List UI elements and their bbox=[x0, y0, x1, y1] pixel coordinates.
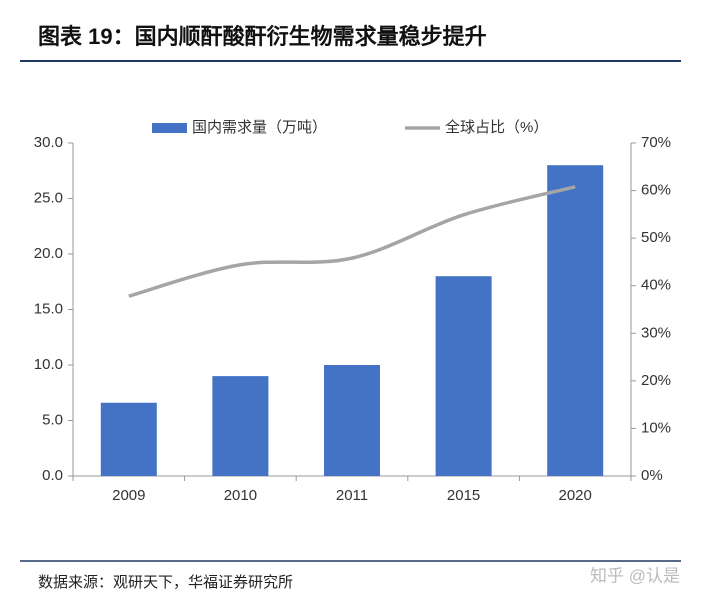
legend-swatch bbox=[152, 123, 187, 133]
bar bbox=[435, 276, 492, 476]
x-tick-label: 2015 bbox=[447, 487, 480, 504]
y2-tick-label: 40% bbox=[641, 277, 671, 294]
bar bbox=[547, 165, 604, 476]
y2-tick-label: 0% bbox=[641, 467, 663, 484]
y2-tick-label: 10% bbox=[641, 419, 671, 436]
y-tick-label: 15.0 bbox=[34, 300, 63, 317]
bar bbox=[212, 376, 269, 476]
y2-tick-label: 70% bbox=[641, 134, 671, 151]
x-tick-label: 2009 bbox=[112, 487, 145, 504]
watermark: 知乎 @认是 bbox=[590, 566, 680, 585]
source: 数据来源：观研天下，华福证券研究所 bbox=[38, 574, 293, 591]
y-tick-label: 10.0 bbox=[34, 356, 63, 373]
y-tick-label: 5.0 bbox=[42, 411, 63, 428]
chart-title: 图表 19：国内顺酐酸酐衍生物需求量稳步提升 bbox=[38, 24, 487, 49]
y2-tick-label: 20% bbox=[641, 372, 671, 389]
y2-tick-label: 30% bbox=[641, 324, 671, 341]
x-tick-label: 2020 bbox=[559, 487, 592, 504]
bar bbox=[324, 365, 380, 476]
y2-tick-label: 50% bbox=[641, 229, 671, 246]
y-tick-label: 30.0 bbox=[34, 134, 63, 151]
y-tick-label: 0.0 bbox=[42, 467, 63, 484]
y2-tick-label: 60% bbox=[641, 182, 671, 199]
line bbox=[128, 185, 576, 298]
x-tick-label: 2010 bbox=[224, 487, 257, 504]
y-tick-label: 25.0 bbox=[34, 189, 63, 206]
bar bbox=[100, 402, 157, 476]
x-tick-label: 2011 bbox=[336, 487, 368, 504]
legend-label: 全球占比（%） bbox=[445, 118, 548, 136]
legend-label: 国内需求量（万吨） bbox=[192, 119, 327, 136]
y-tick-label: 20.0 bbox=[34, 245, 63, 262]
